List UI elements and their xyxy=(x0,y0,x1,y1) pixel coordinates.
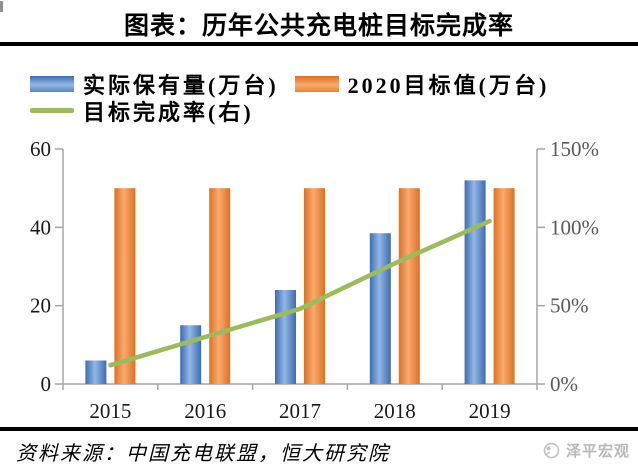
left-axis-tick-label: 60 xyxy=(30,137,51,161)
chart-legend: 实际保有量(万台) 2020目标值(万台) 目标完成率(右) xyxy=(30,68,632,127)
watermark: 泽平宏观 xyxy=(542,440,630,461)
x-axis-category-label: 2018 xyxy=(374,399,416,423)
completion-rate-line xyxy=(108,218,492,368)
right-axis-tick-label: 100% xyxy=(550,215,599,239)
legend-label-completion: 目标完成率(右) xyxy=(83,99,254,125)
bar-actual-2018 xyxy=(369,233,391,384)
bar-actual-2016 xyxy=(180,325,202,384)
bar-actual-2019 xyxy=(464,180,486,384)
watermark-text: 泽平宏观 xyxy=(565,444,630,460)
target-bar-swatch-icon xyxy=(294,75,339,92)
legend-item-actual: 实际保有量(万台) xyxy=(30,68,279,100)
completion-line-swatch-icon xyxy=(30,108,74,113)
page-title: 图表：历年公共充电桩目标完成率 xyxy=(123,13,514,40)
bar-target-2015 xyxy=(114,188,136,384)
legend-item-completion: 目标完成率(右) xyxy=(30,95,254,127)
footer-divider xyxy=(0,427,638,431)
legend-label-target: 2020目标值(万台) xyxy=(347,72,550,98)
legend-label-actual: 实际保有量(万台) xyxy=(83,72,279,98)
zeping-logo-icon xyxy=(543,442,560,459)
actual-bar-swatch-icon xyxy=(30,75,74,92)
bar-target-2019 xyxy=(493,188,515,384)
right-axis-tick-label: 150% xyxy=(550,137,599,161)
x-axis-category-label: 2015 xyxy=(89,399,131,423)
source-text: 资料来源：中国充电联盟，恒大研究院 xyxy=(16,443,390,465)
left-axis-tick-label: 40 xyxy=(30,215,51,239)
bar-target-2017 xyxy=(304,188,325,384)
x-axis-category-label: 2019 xyxy=(469,399,511,423)
title-divider xyxy=(0,42,638,46)
right-axis-tick-label: 0% xyxy=(550,372,578,396)
right-axis-tick-label: 50% xyxy=(550,294,589,318)
bar-target-2018 xyxy=(398,188,420,384)
legend-item-target: 2020目标值(万台) xyxy=(294,68,550,100)
left-axis-tick-label: 0 xyxy=(41,372,52,396)
x-axis-category-label: 2016 xyxy=(184,399,226,423)
chart-canvas: 0 20 40 60 0% 50% 100% 150% 2015 2016 2017 2018 2019 xyxy=(30,137,599,423)
bar-actual-2017 xyxy=(275,290,296,384)
scan-artifact-mark xyxy=(0,1,3,12)
left-axis-tick-label: 20 xyxy=(30,294,51,318)
chart-area: 0 20 40 60 0% 50% 100% 150% 2015 2016 2017 2018 2019 xyxy=(0,130,638,427)
legend-row-2: 目标完成率(右) xyxy=(30,95,632,127)
legend-row-1: 实际保有量(万台) 2020目标值(万台) xyxy=(30,68,632,100)
bar-actual-2015 xyxy=(85,360,107,384)
bar-target-2016 xyxy=(209,188,231,384)
x-axis-category-label: 2017 xyxy=(279,399,321,423)
